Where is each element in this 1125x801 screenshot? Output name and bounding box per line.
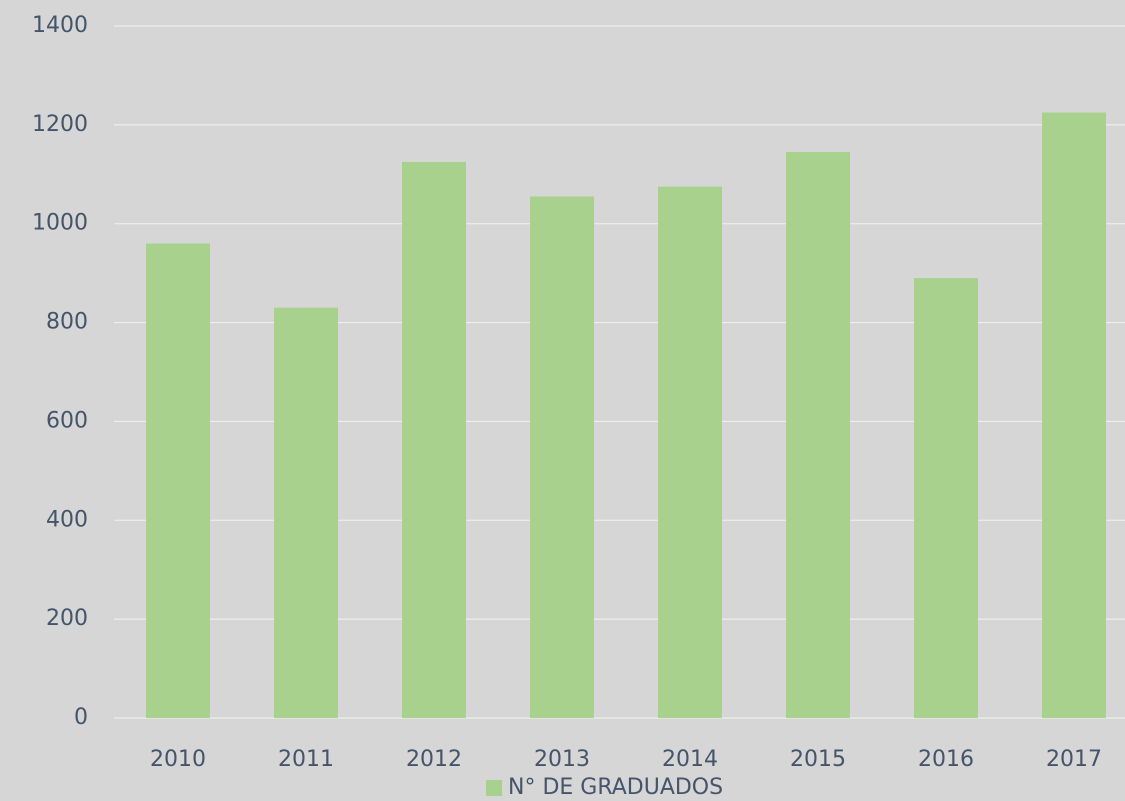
y-tick-label: 600 [46, 408, 88, 433]
y-tick-label: 400 [46, 507, 88, 532]
bar [658, 187, 722, 718]
x-tick-label: 2014 [662, 747, 718, 772]
chart: 0 200 400 600 800 1000 1200 1400 2010 2011 2012 201… [0, 0, 1125, 801]
y-tick-label: 1400 [32, 13, 88, 38]
x-tick-label: 2013 [534, 747, 590, 772]
bar [1042, 113, 1106, 719]
y-tick-label: 1200 [32, 112, 88, 137]
x-tick-label: 2015 [790, 747, 846, 772]
y-tick-label: 800 [46, 310, 88, 335]
x-tick-label: 2012 [406, 747, 462, 772]
y-tick-label: 1000 [32, 211, 88, 236]
y-tick-label: 200 [46, 606, 88, 631]
bar [146, 243, 210, 718]
y-tick-label: 0 [74, 705, 88, 730]
bar [786, 152, 850, 718]
x-tick-label: 2017 [1046, 747, 1102, 772]
legend-label: N° DE GRADUADOS [508, 775, 723, 800]
bar [274, 308, 338, 718]
x-tick-label: 2016 [918, 747, 974, 772]
page: {"chart_data": {"type": "bar", "categori… [0, 0, 1125, 801]
bar [914, 278, 978, 718]
bar [530, 197, 594, 718]
bar [402, 162, 466, 718]
x-tick-label: 2010 [150, 747, 206, 772]
x-tick-label: 2011 [278, 747, 334, 772]
legend-swatch [486, 780, 502, 796]
